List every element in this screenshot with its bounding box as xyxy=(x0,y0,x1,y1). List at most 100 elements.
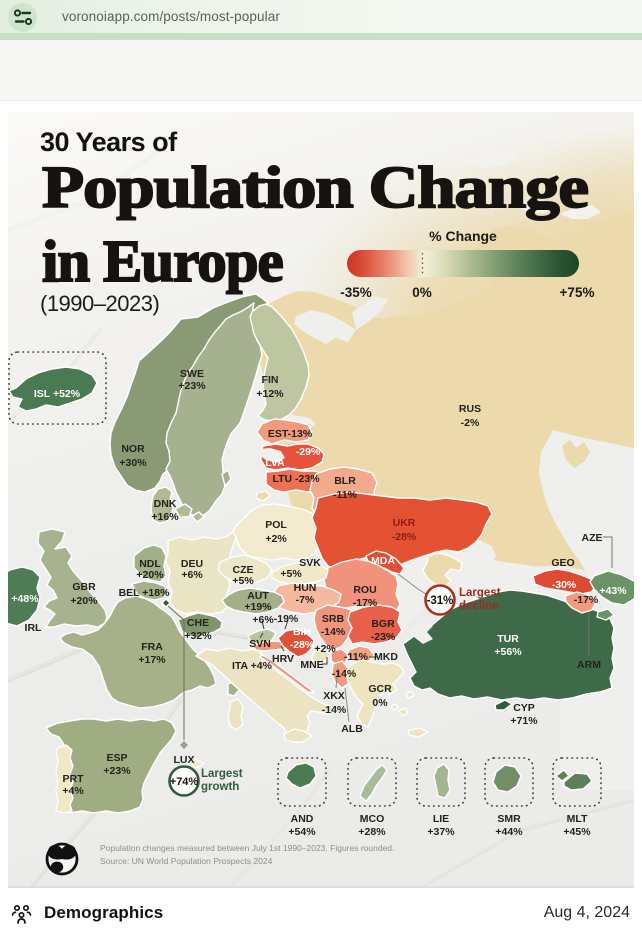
svg-text:+17%: +17% xyxy=(138,654,166,666)
svg-text:+20%: +20% xyxy=(70,595,98,607)
svg-text:BLR: BLR xyxy=(334,475,356,487)
svg-text:-35%: -35% xyxy=(340,285,372,300)
svg-text:ISL +52%: ISL +52% xyxy=(34,388,81,400)
svg-text:CZE: CZE xyxy=(233,564,254,576)
svg-text:-28%: -28% xyxy=(392,531,417,543)
svg-text:HRV: HRV xyxy=(272,653,294,665)
svg-text:DNK: DNK xyxy=(154,498,177,510)
svg-text:+43%: +43% xyxy=(599,585,627,597)
svg-text:+12%: +12% xyxy=(256,388,284,400)
svg-text:UKR: UKR xyxy=(393,517,416,529)
svg-text:BGR: BGR xyxy=(371,618,395,630)
svg-text:-23%: -23% xyxy=(371,631,396,643)
svg-text:+28%: +28% xyxy=(358,826,386,838)
svg-text:-31%: -31% xyxy=(427,595,454,607)
svg-text:AZE: AZE xyxy=(582,532,603,544)
svg-text:POL: POL xyxy=(265,519,287,531)
svg-text:+45%: +45% xyxy=(563,826,591,838)
svg-text:-29%: -29% xyxy=(296,446,321,458)
svg-text:ITA +4%: ITA +4% xyxy=(232,660,273,672)
svg-text:LUX: LUX xyxy=(174,754,195,766)
svg-text:-14%: -14% xyxy=(332,668,357,680)
svg-text:NDL: NDL xyxy=(139,558,161,570)
svg-text:+6%: +6% xyxy=(181,569,203,581)
svg-text:-17%: -17% xyxy=(574,594,599,606)
svg-text:MNE: MNE xyxy=(300,659,323,671)
svg-text:IRL: IRL xyxy=(25,622,43,634)
svg-text:PRT: PRT xyxy=(63,773,85,785)
svg-text:GEO: GEO xyxy=(551,557,574,569)
svg-text:LTU -23%: LTU -23% xyxy=(272,473,320,485)
svg-text:GCR: GCR xyxy=(368,683,392,695)
svg-text:decline: decline xyxy=(459,600,499,612)
svg-text:% Change: % Change xyxy=(429,228,497,244)
svg-text:FRA: FRA xyxy=(141,641,163,653)
svg-text:AND: AND xyxy=(291,813,314,825)
svg-text:+32%: +32% xyxy=(184,630,212,642)
svg-text:-14%: -14% xyxy=(321,626,346,638)
svg-text:MLT: MLT xyxy=(567,813,588,825)
svg-text:ESP: ESP xyxy=(106,752,127,764)
svg-text:DEU: DEU xyxy=(181,558,203,570)
svg-text:+2%: +2% xyxy=(265,533,287,545)
svg-text:GBR: GBR xyxy=(72,581,96,593)
svg-text:-2%: -2% xyxy=(461,417,480,429)
svg-text:+5%: +5% xyxy=(232,575,254,587)
svg-text:MCO: MCO xyxy=(360,813,385,825)
svg-text:SVK: SVK xyxy=(299,557,321,569)
svg-text:-30%: -30% xyxy=(552,579,577,591)
svg-text:Largest: Largest xyxy=(201,768,243,780)
svg-text:ALB: ALB xyxy=(341,723,363,735)
svg-text:+37%: +37% xyxy=(427,826,455,838)
svg-text:Source: UN World Population Pr: Source: UN World Population Prospects 20… xyxy=(100,856,273,866)
svg-text:-11%: -11% xyxy=(333,489,358,501)
svg-text:+19%: +19% xyxy=(244,601,272,613)
svg-text:+20%: +20% xyxy=(136,569,164,581)
svg-text:SRB: SRB xyxy=(322,613,345,625)
svg-text:+16%: +16% xyxy=(151,511,179,523)
svg-text:+23%: +23% xyxy=(178,380,206,392)
svg-text:-28%: -28% xyxy=(290,639,315,651)
svg-text:XKX: XKX xyxy=(323,690,345,702)
svg-text:ARM: ARM xyxy=(577,659,601,671)
svg-text:+71%: +71% xyxy=(510,715,538,727)
svg-text:+23%: +23% xyxy=(103,765,131,777)
svg-text:NOR: NOR xyxy=(121,443,145,455)
svg-text:+5%: +5% xyxy=(280,568,302,580)
svg-text:+6%: +6% xyxy=(252,614,274,626)
svg-text:+4%: +4% xyxy=(62,785,84,797)
svg-text:LVA: LVA xyxy=(265,457,285,469)
svg-text:+48%: +48% xyxy=(11,593,39,605)
svg-text:SVN: SVN xyxy=(249,638,271,650)
svg-text:+44%: +44% xyxy=(495,826,523,838)
svg-text:0%: 0% xyxy=(412,285,432,300)
svg-text:+75%: +75% xyxy=(560,285,595,300)
svg-text:-19%: -19% xyxy=(274,613,299,625)
svg-text:SMR: SMR xyxy=(497,813,521,825)
svg-text:+56%: +56% xyxy=(494,646,522,658)
svg-text:Population changes measured be: Population changes measured between July… xyxy=(100,843,394,853)
svg-text:TUR: TUR xyxy=(497,633,519,645)
svg-text:0%: 0% xyxy=(372,697,388,709)
svg-text:growth: growth xyxy=(201,781,239,793)
svg-text:SWE: SWE xyxy=(180,368,204,380)
svg-text:EST-13%: EST-13% xyxy=(268,428,313,440)
svg-text:LIE: LIE xyxy=(433,813,449,825)
svg-text:MKD: MKD xyxy=(374,651,398,663)
svg-text:BEL +18%: BEL +18% xyxy=(119,587,171,599)
svg-text:-14%: -14% xyxy=(322,704,347,716)
svg-text:BIH: BIH xyxy=(293,626,311,638)
svg-text:CYP: CYP xyxy=(513,702,535,714)
svg-text:-17%: -17% xyxy=(353,597,378,609)
svg-text:AUT: AUT xyxy=(247,590,269,602)
svg-text:+54%: +54% xyxy=(288,826,316,838)
svg-text:+2%: +2% xyxy=(314,643,336,655)
svg-text:FIN: FIN xyxy=(262,374,279,386)
svg-text:-11%: -11% xyxy=(344,651,369,663)
svg-text:Largest: Largest xyxy=(459,587,501,599)
svg-text:MDA: MDA xyxy=(371,555,395,567)
svg-text:-7%: -7% xyxy=(296,594,315,606)
svg-text:CHE: CHE xyxy=(187,617,209,629)
svg-text:+30%: +30% xyxy=(119,457,147,469)
svg-text:HUN: HUN xyxy=(294,582,317,594)
